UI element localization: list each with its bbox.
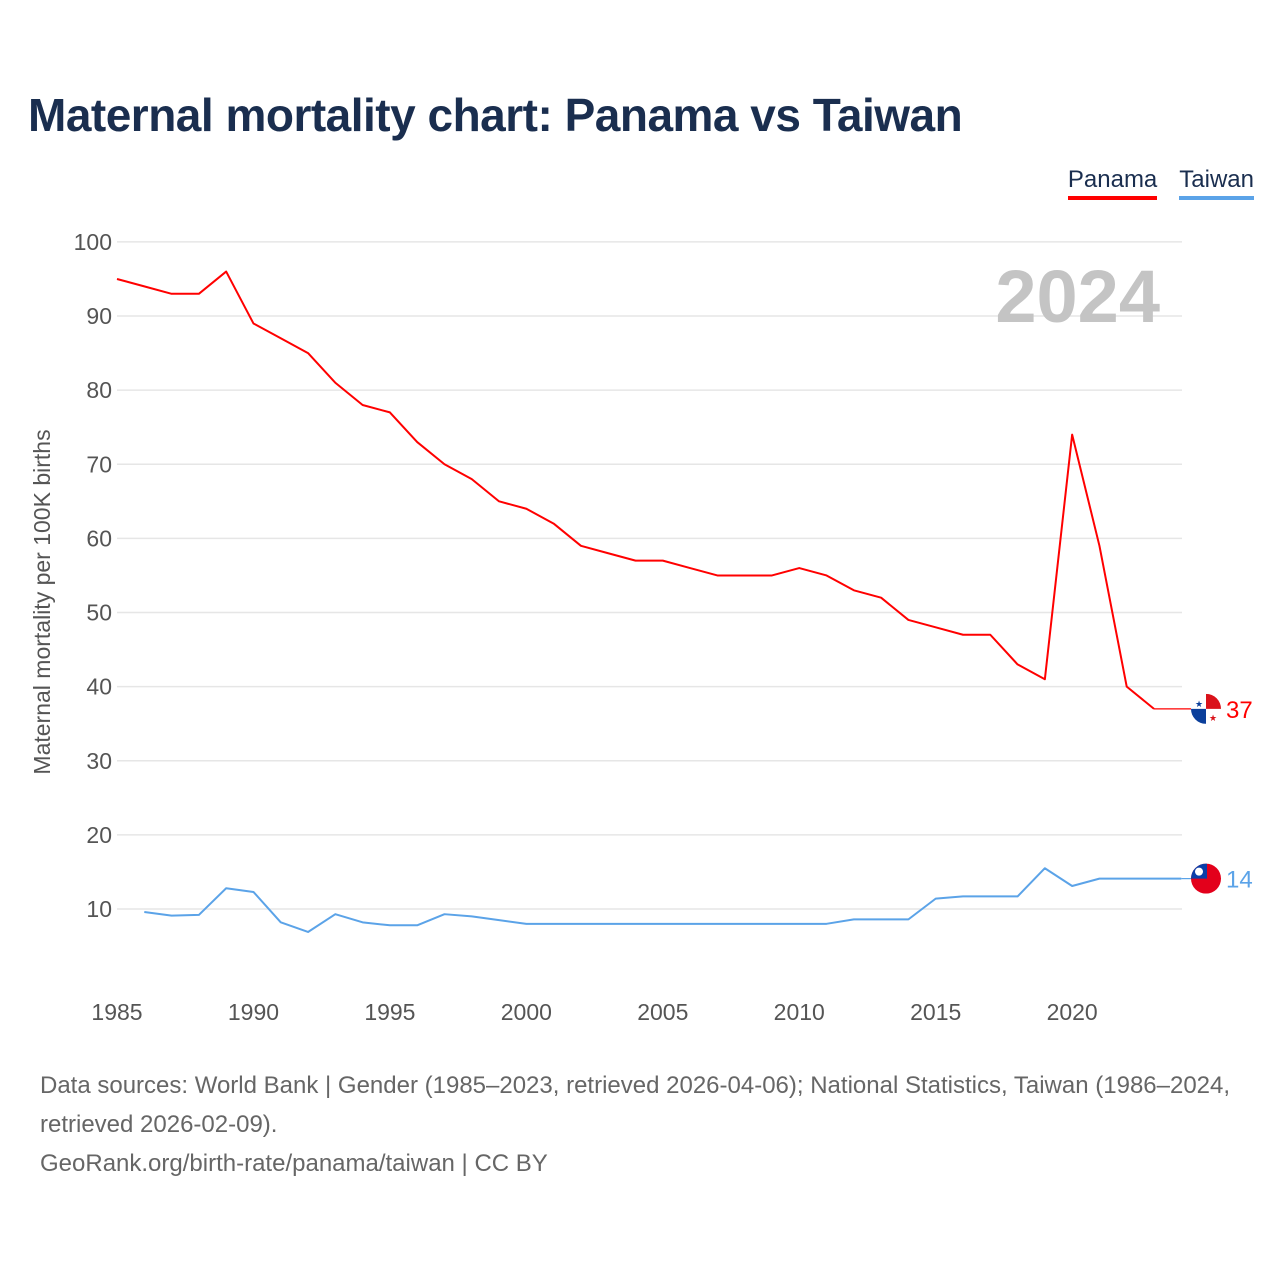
data-sources: Data sources: World Bank | Gender (1985–… bbox=[40, 1066, 1240, 1183]
y-tick-label: 80 bbox=[86, 377, 112, 403]
y-axis-label: Maternal mortality per 100K births bbox=[29, 429, 55, 774]
end-value-label: 37 bbox=[1226, 697, 1253, 724]
y-tick-label: 40 bbox=[86, 674, 112, 700]
x-tick-label: 2015 bbox=[910, 999, 961, 1025]
legend: Panama Taiwan bbox=[1067, 166, 1254, 200]
y-tick-label: 100 bbox=[74, 229, 112, 255]
svg-text:★: ★ bbox=[1195, 699, 1203, 709]
y-tick-label: 60 bbox=[86, 525, 112, 551]
end-value-label: 14 bbox=[1226, 867, 1253, 894]
x-tick-label: 1990 bbox=[228, 999, 279, 1025]
series-line-panama[interactable] bbox=[116, 270, 1155, 710]
y-tick-label: 50 bbox=[86, 600, 112, 626]
chart-title: Maternal mortality chart: Panama vs Taiw… bbox=[28, 89, 963, 141]
legend-panama[interactable]: Panama bbox=[1067, 166, 1158, 200]
x-tick-label: 2020 bbox=[1047, 999, 1098, 1025]
x-tick-label: 1995 bbox=[364, 999, 415, 1025]
svg-text:★: ★ bbox=[1209, 713, 1217, 723]
taiwan-flag-icon bbox=[1191, 863, 1221, 894]
y-tick-label: 70 bbox=[86, 451, 112, 477]
series-line-taiwan[interactable] bbox=[144, 867, 1182, 933]
panama-flag-icon: ★★ bbox=[1191, 693, 1221, 724]
y-tick-label: 30 bbox=[86, 748, 112, 774]
legend-taiwan[interactable]: Taiwan bbox=[1179, 166, 1254, 200]
x-tick-label: 1985 bbox=[91, 999, 142, 1025]
attribution-link[interactable]: GeoRank.org/birth-rate/panama/taiwan | C… bbox=[40, 1150, 548, 1177]
x-tick-label: 2010 bbox=[774, 999, 825, 1025]
year-watermark: 2024 bbox=[995, 255, 1160, 338]
y-tick-label: 90 bbox=[86, 303, 112, 329]
sources-text: Data sources: World Bank | Gender (1985–… bbox=[40, 1072, 1231, 1138]
y-tick-label: 20 bbox=[86, 822, 112, 848]
y-tick-label: 10 bbox=[86, 896, 112, 922]
x-tick-label: 2000 bbox=[501, 999, 552, 1025]
x-tick-label: 2005 bbox=[637, 999, 688, 1025]
